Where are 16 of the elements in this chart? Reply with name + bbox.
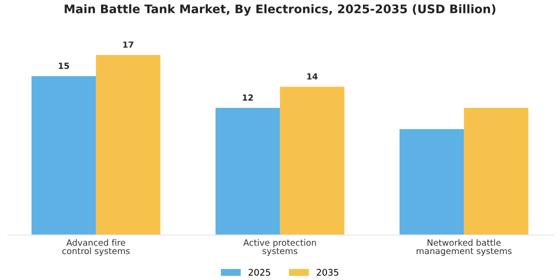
bar: [464, 108, 528, 235]
bar: [32, 76, 96, 235]
bar: [400, 129, 464, 235]
legend-label: 2035: [316, 268, 338, 276]
legend-label: 2025: [248, 268, 270, 276]
x-tick-label: Active protection systems: [243, 239, 316, 256]
data-label: 17: [123, 42, 134, 48]
chart-title: Main Battle Tank Market, By Electronics, 2025-2035 (USD Billion): [64, 4, 496, 16]
bar: [216, 108, 280, 235]
data-label: 14: [307, 73, 318, 80]
x-tick-label: Advanced fire control systems: [62, 239, 130, 256]
x-tick-label: Networked battle management systems: [416, 239, 512, 256]
bar: [280, 86, 344, 235]
data-label: 15: [58, 62, 69, 69]
bar: [96, 54, 160, 235]
data-label: 12: [242, 94, 253, 101]
